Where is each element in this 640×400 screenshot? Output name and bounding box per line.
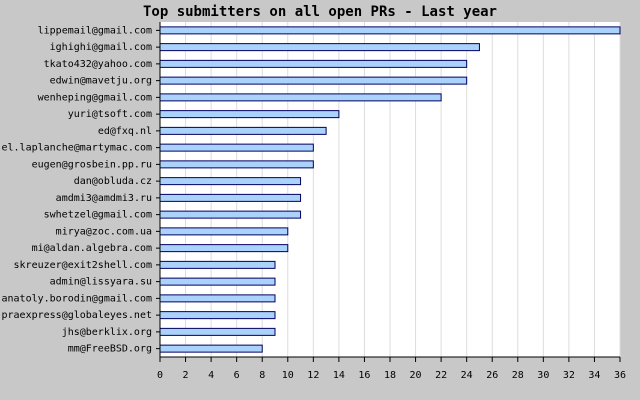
- x-tick-label: 24: [461, 370, 473, 381]
- y-tick-label: praexpress@globaleyes.net: [1, 310, 152, 321]
- y-tick-label: admin@lissyara.su: [50, 277, 152, 288]
- x-tick-label: 30: [537, 370, 549, 381]
- bar: [159, 244, 289, 253]
- x-tick-label: 8: [259, 370, 265, 381]
- x-tick-label: 36: [614, 370, 626, 381]
- bar: [159, 193, 302, 202]
- bar: [159, 311, 276, 320]
- bar: [159, 43, 480, 52]
- bar: [159, 227, 289, 236]
- x-tick-label: 18: [384, 370, 396, 381]
- x-tick-label: 34: [588, 370, 600, 381]
- x-tick-label: 16: [358, 370, 370, 381]
- bar: [159, 327, 276, 336]
- y-tick-label: mi@aldan.algebra.com: [32, 243, 152, 254]
- bar: [159, 177, 302, 186]
- x-tick-label: 14: [333, 370, 345, 381]
- bar: [159, 344, 263, 353]
- x-tick-label: 6: [234, 370, 240, 381]
- bar: [159, 126, 327, 135]
- bar: [159, 143, 314, 152]
- y-tick-label: lippemail@gmail.com: [38, 25, 152, 36]
- y-tick-label: swhetzel@gmail.com: [44, 210, 152, 221]
- x-tick-label: 32: [563, 370, 575, 381]
- x-tick-label: 2: [183, 370, 189, 381]
- x-tick-label: 26: [486, 370, 498, 381]
- y-tick-label: eugen@grosbein.pp.ru: [32, 159, 152, 170]
- bar: [159, 210, 302, 219]
- y-tick-label: skreuzer@exit2shell.com: [14, 260, 152, 271]
- x-tick-label: 20: [410, 370, 422, 381]
- y-tick-label: edwin@mavetju.org: [50, 76, 152, 87]
- y-tick-label: amdmi3@amdmi3.ru: [56, 193, 152, 204]
- y-tick-label: yuri@tsoft.com: [68, 109, 152, 120]
- x-tick-label: 22: [435, 370, 447, 381]
- bar: [159, 59, 468, 68]
- bar: [159, 93, 442, 102]
- y-tick-label: anatoly.borodin@gmail.com: [1, 293, 152, 304]
- x-tick-label: 4: [208, 370, 214, 381]
- y-tick-label: jhs@berklix.org: [62, 327, 152, 338]
- y-tick-label: tkato432@yahoo.com: [44, 59, 152, 70]
- bar: [159, 26, 621, 35]
- chart-title: Top submitters on all open PRs - Last ye…: [143, 4, 497, 20]
- y-tick-label: mm@FreeBSD.org: [68, 344, 152, 355]
- y-tick-label: mirya@zoc.com.ua: [56, 226, 152, 237]
- x-tick-label: 10: [282, 370, 294, 381]
- bar: [159, 294, 276, 303]
- y-tick-label: el.laplanche@martymac.com: [1, 143, 152, 154]
- y-tick-label: ighighi@gmail.com: [50, 42, 152, 53]
- x-tick-label: 28: [512, 370, 524, 381]
- bar: [159, 110, 340, 119]
- bar: [159, 277, 276, 286]
- y-tick-label: ed@fxq.nl: [98, 126, 152, 137]
- y-tick-label: dan@obluda.cz: [74, 176, 152, 187]
- y-tick-label: wenheping@gmail.com: [38, 92, 152, 103]
- bar: [159, 260, 276, 269]
- bar: [159, 160, 314, 169]
- bar: [159, 76, 468, 85]
- x-tick-label: 12: [307, 370, 319, 381]
- x-tick-label: 0: [157, 370, 163, 381]
